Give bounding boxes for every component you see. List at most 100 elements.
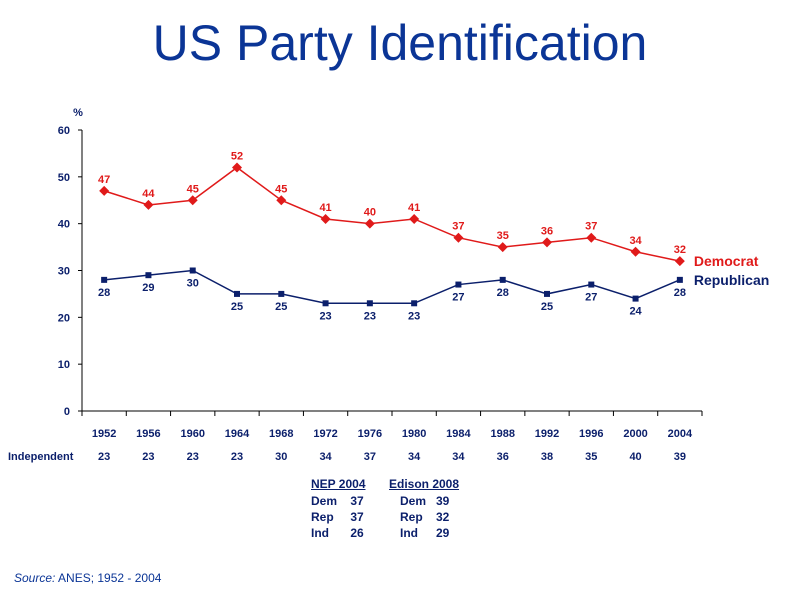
data-label-democrat: 41: [319, 202, 331, 214]
data-label-republican: 23: [408, 310, 420, 322]
data-label-republican: 25: [231, 301, 243, 313]
nep-row-dem: Dem 37: [311, 493, 366, 509]
nep-ind-label: Ind: [311, 526, 329, 540]
x-tick-label: 1988: [490, 428, 514, 440]
data-label-republican: 27: [585, 292, 597, 304]
data-label-democrat: 45: [187, 183, 199, 195]
data-label-republican: 28: [674, 287, 686, 299]
nep-2004-table: NEP 2004 Dem 37 Rep 37 Ind 26: [311, 477, 366, 541]
nep-dem-label: Dem: [311, 494, 338, 508]
chart-title: US Party Identification: [152, 15, 648, 71]
x-tick-label: 1968: [269, 428, 293, 440]
data-label-republican: 27: [452, 292, 464, 304]
data-point-republican: [632, 295, 639, 302]
nep-rep-value: 37: [350, 510, 364, 524]
independent-value: 23: [98, 451, 110, 463]
x-tick-label: 1984: [446, 428, 471, 440]
independent-value: 37: [364, 451, 376, 463]
data-point-democrat: [409, 213, 420, 224]
series-group: 47 44 45 52 45 41 40 41 37 35 36 37 34 32 Democrat 28 29…: [98, 150, 769, 322]
independent-value: 35: [585, 451, 597, 463]
y-tick-label: 10: [58, 359, 70, 371]
data-label-democrat: 32: [674, 244, 686, 256]
independent-value: 39: [674, 451, 686, 463]
nep-row-rep: Rep 37: [311, 509, 366, 525]
data-point-republican: [366, 300, 373, 307]
edison-rep-label: Rep: [400, 510, 423, 524]
data-label-republican: 25: [275, 301, 287, 313]
x-tick-label: 2000: [623, 428, 647, 440]
legend-label-democrat: Democrat: [694, 253, 759, 269]
data-point-republican: [588, 281, 595, 288]
y-ticks-group: 0 10 20 30 40 50 60: [58, 125, 82, 418]
independent-value: 34: [452, 451, 465, 463]
data-point-democrat: [99, 185, 110, 196]
data-label-democrat: 40: [364, 207, 376, 219]
data-point-democrat: [276, 195, 287, 206]
edison-dem-value: 39: [436, 494, 450, 508]
data-point-democrat: [586, 232, 597, 243]
independent-value: 30: [275, 451, 287, 463]
data-point-republican: [455, 281, 462, 288]
source-text: ANES; 1952 - 2004: [58, 571, 162, 585]
data-label-republican: 23: [319, 310, 331, 322]
data-label-democrat: 45: [275, 183, 287, 195]
source-label: Source:: [14, 571, 56, 585]
x-tick-label: 2004: [668, 428, 693, 440]
edison-2008-table: Edison 2008 Dem 39 Rep 32 Ind 29: [389, 477, 459, 541]
data-label-democrat: 37: [452, 221, 464, 233]
independent-value: 23: [187, 451, 199, 463]
independent-value: 40: [629, 451, 641, 463]
data-point-republican: [189, 267, 196, 274]
data-point-democrat: [453, 232, 464, 243]
data-label-republican: 28: [497, 287, 509, 299]
independent-value: 23: [231, 451, 243, 463]
data-point-republican: [676, 276, 683, 283]
data-label-democrat: 41: [408, 202, 420, 214]
x-tick-label: 1992: [535, 428, 559, 440]
y-tick-label: 30: [58, 266, 70, 278]
independent-label: Independent: [8, 451, 74, 463]
edison-row-rep: Rep 32: [389, 509, 459, 525]
y-axis-unit-label: %: [73, 107, 83, 119]
y-tick-label: 0: [64, 406, 70, 418]
edison-ind-label: Ind: [400, 526, 418, 540]
data-point-republican: [278, 290, 285, 297]
data-label-democrat: 35: [497, 230, 509, 242]
edison-rep-value: 32: [436, 510, 450, 524]
data-point-republican: [101, 276, 108, 283]
data-label-democrat: 36: [541, 225, 553, 237]
y-tick-label: 60: [58, 125, 70, 137]
data-point-republican: [145, 272, 152, 279]
nep-ind-value: 26: [350, 526, 364, 540]
independent-row: Independent 23 23 23 23 30 34 37 34 34 36 38 35 40 39: [8, 451, 686, 463]
x-tick-label: 1956: [136, 428, 160, 440]
data-point-democrat: [630, 246, 641, 257]
x-tick-label: 1964: [225, 428, 250, 440]
nep-dem-value: 37: [350, 494, 364, 508]
series-line-democrat: [103, 166, 681, 262]
data-label-democrat: 52: [231, 150, 243, 162]
x-ticks-group: 1952 1956 1960 1964 1968 1972 1976 1980 1984 1988…: [81, 411, 703, 440]
independent-value: 34: [319, 451, 332, 463]
data-point-democrat: [232, 162, 242, 173]
x-tick-label: 1972: [313, 428, 337, 440]
independent-value: 38: [541, 451, 553, 463]
x-tick-label: 1960: [180, 428, 204, 440]
data-point-republican: [322, 300, 329, 307]
data-point-democrat: [364, 218, 375, 229]
independent-value: 34: [408, 451, 421, 463]
data-point-democrat: [320, 213, 331, 224]
data-point-democrat: [497, 242, 508, 253]
data-label-republican: 24: [629, 306, 642, 318]
edison-row-dem: Dem 39: [389, 493, 459, 509]
data-label-republican: 29: [142, 282, 154, 294]
data-label-republican: 30: [187, 278, 199, 290]
x-tick-label: 1976: [358, 428, 382, 440]
data-point-republican: [411, 300, 418, 307]
series-line-republican: [104, 269, 681, 305]
legend-label-republican: Republican: [694, 272, 769, 288]
data-point-republican: [234, 290, 240, 297]
data-label-democrat: 44: [142, 188, 155, 200]
